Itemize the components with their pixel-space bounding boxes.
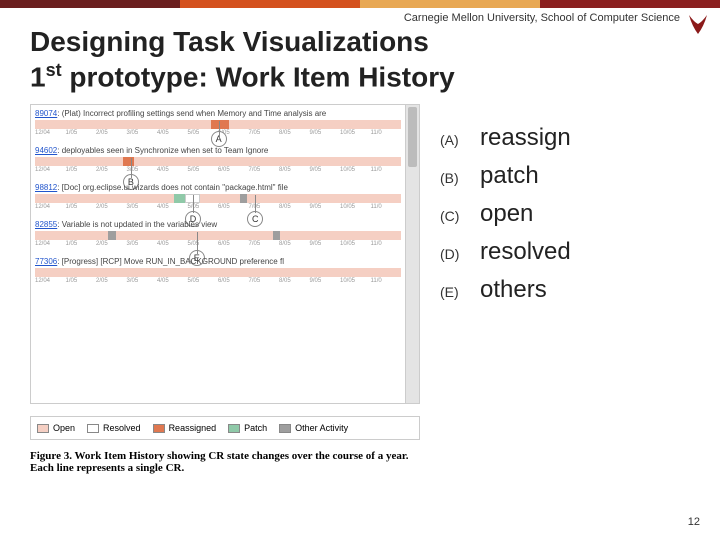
history-scrollbox: 89074: (Plat) Incorrect profiling settin… xyxy=(30,104,420,404)
item-desc: : [Progress] [RCP] Move RUN_IN_BACKGROUN… xyxy=(57,257,284,266)
item-desc: : [Doc] org.eclipse.ui.wizards does not … xyxy=(57,183,288,192)
legend-label: Open xyxy=(53,423,75,433)
item-id-link[interactable]: 82855 xyxy=(35,220,57,229)
list-letter: (B) xyxy=(440,170,468,186)
legend-swatch xyxy=(228,424,240,433)
legend-label: Reassigned xyxy=(169,423,217,433)
item-id-link[interactable]: 89074 xyxy=(35,109,57,118)
list-letter: (D) xyxy=(440,246,468,262)
legend-label: Other Activity xyxy=(295,423,348,433)
legend-item: Other Activity xyxy=(279,423,348,433)
work-item: 94602: deployables seen in Synchronize w… xyxy=(35,146,401,173)
item-id-link[interactable]: 77306 xyxy=(35,257,57,266)
list-row: (D) resolved xyxy=(440,238,571,266)
legend-swatch xyxy=(37,424,49,433)
work-item: 89074: (Plat) Incorrect profiling settin… xyxy=(35,109,401,136)
legend-swatch xyxy=(153,424,165,433)
slide-title: Designing Task Visualizations 1st protot… xyxy=(0,24,720,94)
list-word: open xyxy=(480,200,533,228)
figure-caption: Figure 3. Work Item History showing CR s… xyxy=(30,450,420,474)
list-word: patch xyxy=(480,162,539,190)
list-letter: (C) xyxy=(440,208,468,224)
list-letter: (A) xyxy=(440,132,468,148)
item-desc: : Variable is not updated in the variabl… xyxy=(57,220,217,229)
list-row: (B) patch xyxy=(440,162,571,190)
page-number: 12 xyxy=(688,516,700,528)
legend-item: Patch xyxy=(228,423,267,433)
list-row: (E) others xyxy=(440,276,571,304)
legend-label: Patch xyxy=(244,423,267,433)
legend-item: Reassigned xyxy=(153,423,217,433)
timeline-bar xyxy=(35,157,401,166)
annotation-list: (A) reassign (B) patch (C) open (D) resolved (E)… xyxy=(440,104,571,474)
legend-swatch xyxy=(87,424,99,433)
figure-pane: 89074: (Plat) Incorrect profiling settin… xyxy=(30,104,420,474)
cmu-logo xyxy=(686,12,710,36)
list-word: resolved xyxy=(480,238,571,266)
legend-item: Open xyxy=(37,423,75,433)
list-letter: (E) xyxy=(440,284,468,300)
work-item: 77306: [Progress] [RCP] Move RUN_IN_BACK… xyxy=(35,257,401,284)
timeline-bar xyxy=(35,231,401,240)
item-id-link[interactable]: 98812 xyxy=(35,183,57,192)
affiliation: Carnegie Mellon University, School of Co… xyxy=(0,8,720,24)
list-row: (A) reassign xyxy=(440,124,571,152)
list-row: (C) open xyxy=(440,200,571,228)
item-desc: : deployables seen in Synchronize when s… xyxy=(57,146,268,155)
legend-item: Resolved xyxy=(87,423,141,433)
timeline-bar xyxy=(35,194,401,203)
legend: Open Resolved Reassigned Patch Other Activit… xyxy=(30,416,420,440)
list-word: reassign xyxy=(480,124,571,152)
top-stripe xyxy=(0,0,720,8)
item-desc: : (Plat) Incorrect profiling settings se… xyxy=(57,109,326,118)
legend-label: Resolved xyxy=(103,423,141,433)
work-item: 98812: [Doc] org.eclipse.ui.wizards does… xyxy=(35,183,401,210)
work-item: 82855: Variable is not updated in the va… xyxy=(35,220,401,247)
item-id-link[interactable]: 94602 xyxy=(35,146,57,155)
scrollbar[interactable] xyxy=(405,105,419,403)
legend-swatch xyxy=(279,424,291,433)
timeline-bar xyxy=(35,268,401,277)
list-word: others xyxy=(480,276,547,304)
